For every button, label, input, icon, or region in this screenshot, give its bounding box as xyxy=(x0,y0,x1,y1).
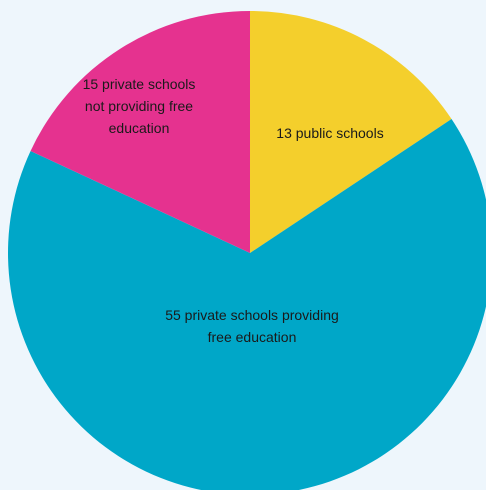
pie-slice-label-line: not providing free xyxy=(85,98,193,114)
pie-slice-label-0: 13 public schools xyxy=(276,125,383,141)
pie-slice-label-1: 55 private schools providing free educati… xyxy=(165,307,339,345)
pie-slice-1 xyxy=(8,119,486,490)
pie-slice-label-line: free education xyxy=(208,329,297,345)
pie-labels: 13 public schools 55 private schools prov… xyxy=(83,76,384,345)
pie-slices xyxy=(8,11,486,490)
pie-slice-label-line: 15 private schools xyxy=(83,76,196,92)
pie-slice-2 xyxy=(30,11,251,253)
pie-slice-label-2: 15 private schools not providing free educ… xyxy=(83,76,196,136)
pie-slice-label-line: 13 public schools xyxy=(276,125,383,141)
pie-slice-0 xyxy=(250,11,452,253)
pie-slice-label-line: 55 private schools providing xyxy=(165,307,339,323)
pie-slice-label-line: education xyxy=(109,120,170,136)
